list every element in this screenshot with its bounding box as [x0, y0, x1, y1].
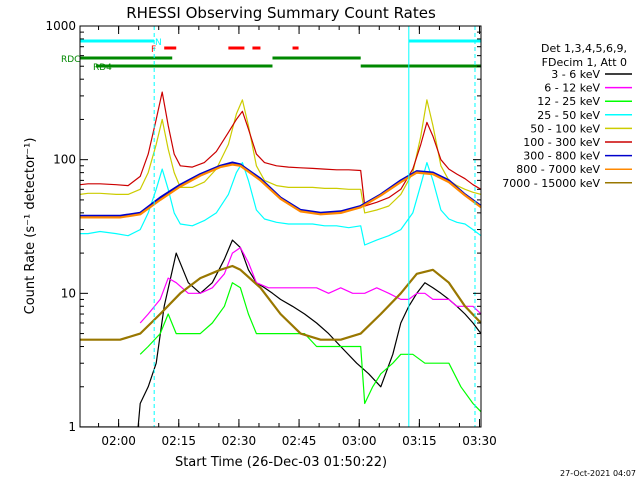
y-tick-label: 100	[53, 153, 76, 167]
data-series	[80, 91, 481, 427]
chart-title: RHESSI Observing Summary Count Rates	[126, 4, 436, 22]
y-axis-label: Count Rate (s⁻¹ detector⁻¹)	[23, 138, 38, 315]
x-tick-label: 02:15	[161, 434, 196, 448]
series-line-5	[80, 91, 481, 207]
x-tick-label: 02:30	[222, 434, 257, 448]
generation-timestamp: 27-Oct-2021 04:07	[560, 469, 636, 478]
flag-bars: NF RDC RD4	[61, 38, 481, 73]
series-line-0	[80, 239, 481, 427]
flag-label-rd4: RD4	[93, 63, 112, 73]
legend-label: 6 - 12 keV	[544, 82, 600, 95]
series-line-4	[80, 99, 481, 214]
series-line-8	[80, 264, 481, 341]
legend-header-line-2: FDecim 1, Att 0	[542, 56, 627, 69]
legend-label: 50 - 100 keV	[530, 122, 600, 135]
legend-label: 100 - 300 keV	[523, 136, 600, 149]
x-tick-label: 03:15	[402, 434, 437, 448]
x-tick-label: 02:00	[101, 434, 136, 448]
legend-label: 300 - 800 keV	[523, 150, 600, 163]
legend-label: 800 - 7000 keV	[516, 163, 600, 176]
legend-label: 7000 - 15000 keV	[502, 177, 600, 190]
legend-label: 25 - 50 keV	[537, 109, 600, 122]
x-axis: 02:00 02:15 02:30 02:45 03:00 03:15 03:30	[98, 26, 497, 448]
x-tick-label: 03:00	[342, 434, 377, 448]
series-line-7	[80, 163, 481, 219]
series-line-3	[80, 162, 481, 246]
x-tick-label: 03:30	[462, 434, 497, 448]
y-tick-label: 10	[61, 286, 76, 300]
y-tick-label: 1000	[45, 19, 76, 33]
vertical-markers	[79, 26, 476, 427]
series-line-1	[139, 247, 481, 324]
legend-header-line-1: Det 1,3,4,5,6,9,	[541, 42, 627, 55]
legend-label: 12 - 25 keV	[537, 95, 600, 108]
legend-label: 3 - 6 keV	[551, 68, 600, 81]
flag-label-n: N	[155, 38, 162, 48]
flag-label-f: F	[151, 45, 156, 55]
flag-label-rdc: RDC	[61, 55, 80, 65]
y-tick-label: 1	[68, 420, 76, 434]
y-axis: 1 10 100 1000	[45, 19, 481, 434]
x-axis-label: Start Time (26-Dec-03 01:50:22)	[175, 455, 387, 470]
plot-frame	[79, 25, 482, 428]
series-line-2	[139, 282, 481, 413]
x-tick-label: 02:45	[282, 434, 317, 448]
